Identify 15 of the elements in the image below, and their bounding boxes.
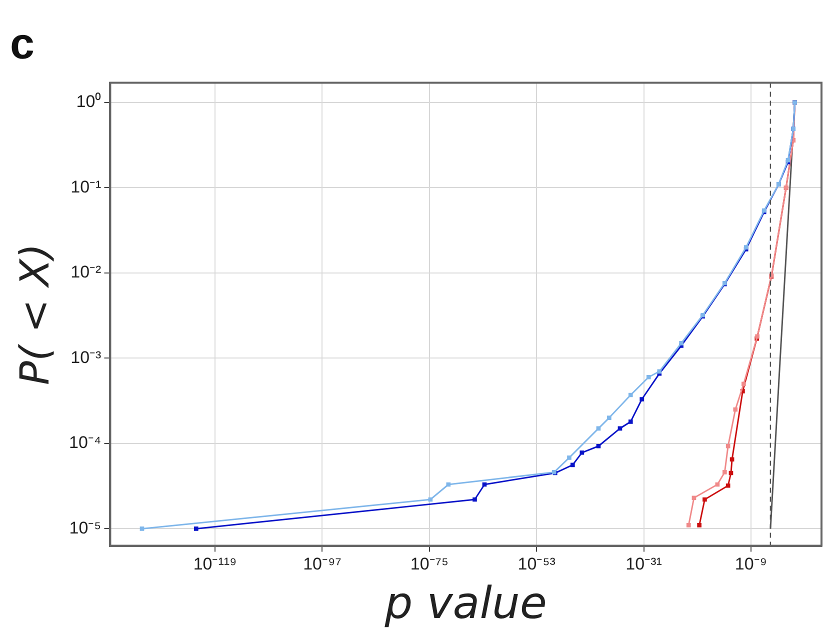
x-axis-title: p value xyxy=(384,578,547,630)
x-tick-label: 10⁻⁷⁵ xyxy=(410,554,448,574)
y-axis-title: P( < X) xyxy=(12,243,58,386)
y-tick-label: 10⁻⁴ xyxy=(68,433,102,452)
x-tick-label: 10⁻⁵³ xyxy=(518,554,556,574)
x-tick-label: 10⁻¹¹⁹ xyxy=(193,554,237,574)
x-tick-label: 10⁻³¹ xyxy=(626,554,662,574)
y-tick-label: 10⁻² xyxy=(70,262,102,282)
y-tick-label: 10⁰ xyxy=(76,92,102,112)
x-tick-label: 10⁻⁹ xyxy=(734,554,768,574)
y-tick-label: 10⁻¹ xyxy=(70,177,102,196)
y-tick-label: 10⁻⁵ xyxy=(69,518,102,538)
chart-title: c xyxy=(10,20,34,69)
x-tick-label: 10⁻⁹⁷ xyxy=(303,554,342,574)
y-tick-label: 10⁻³ xyxy=(70,348,102,367)
